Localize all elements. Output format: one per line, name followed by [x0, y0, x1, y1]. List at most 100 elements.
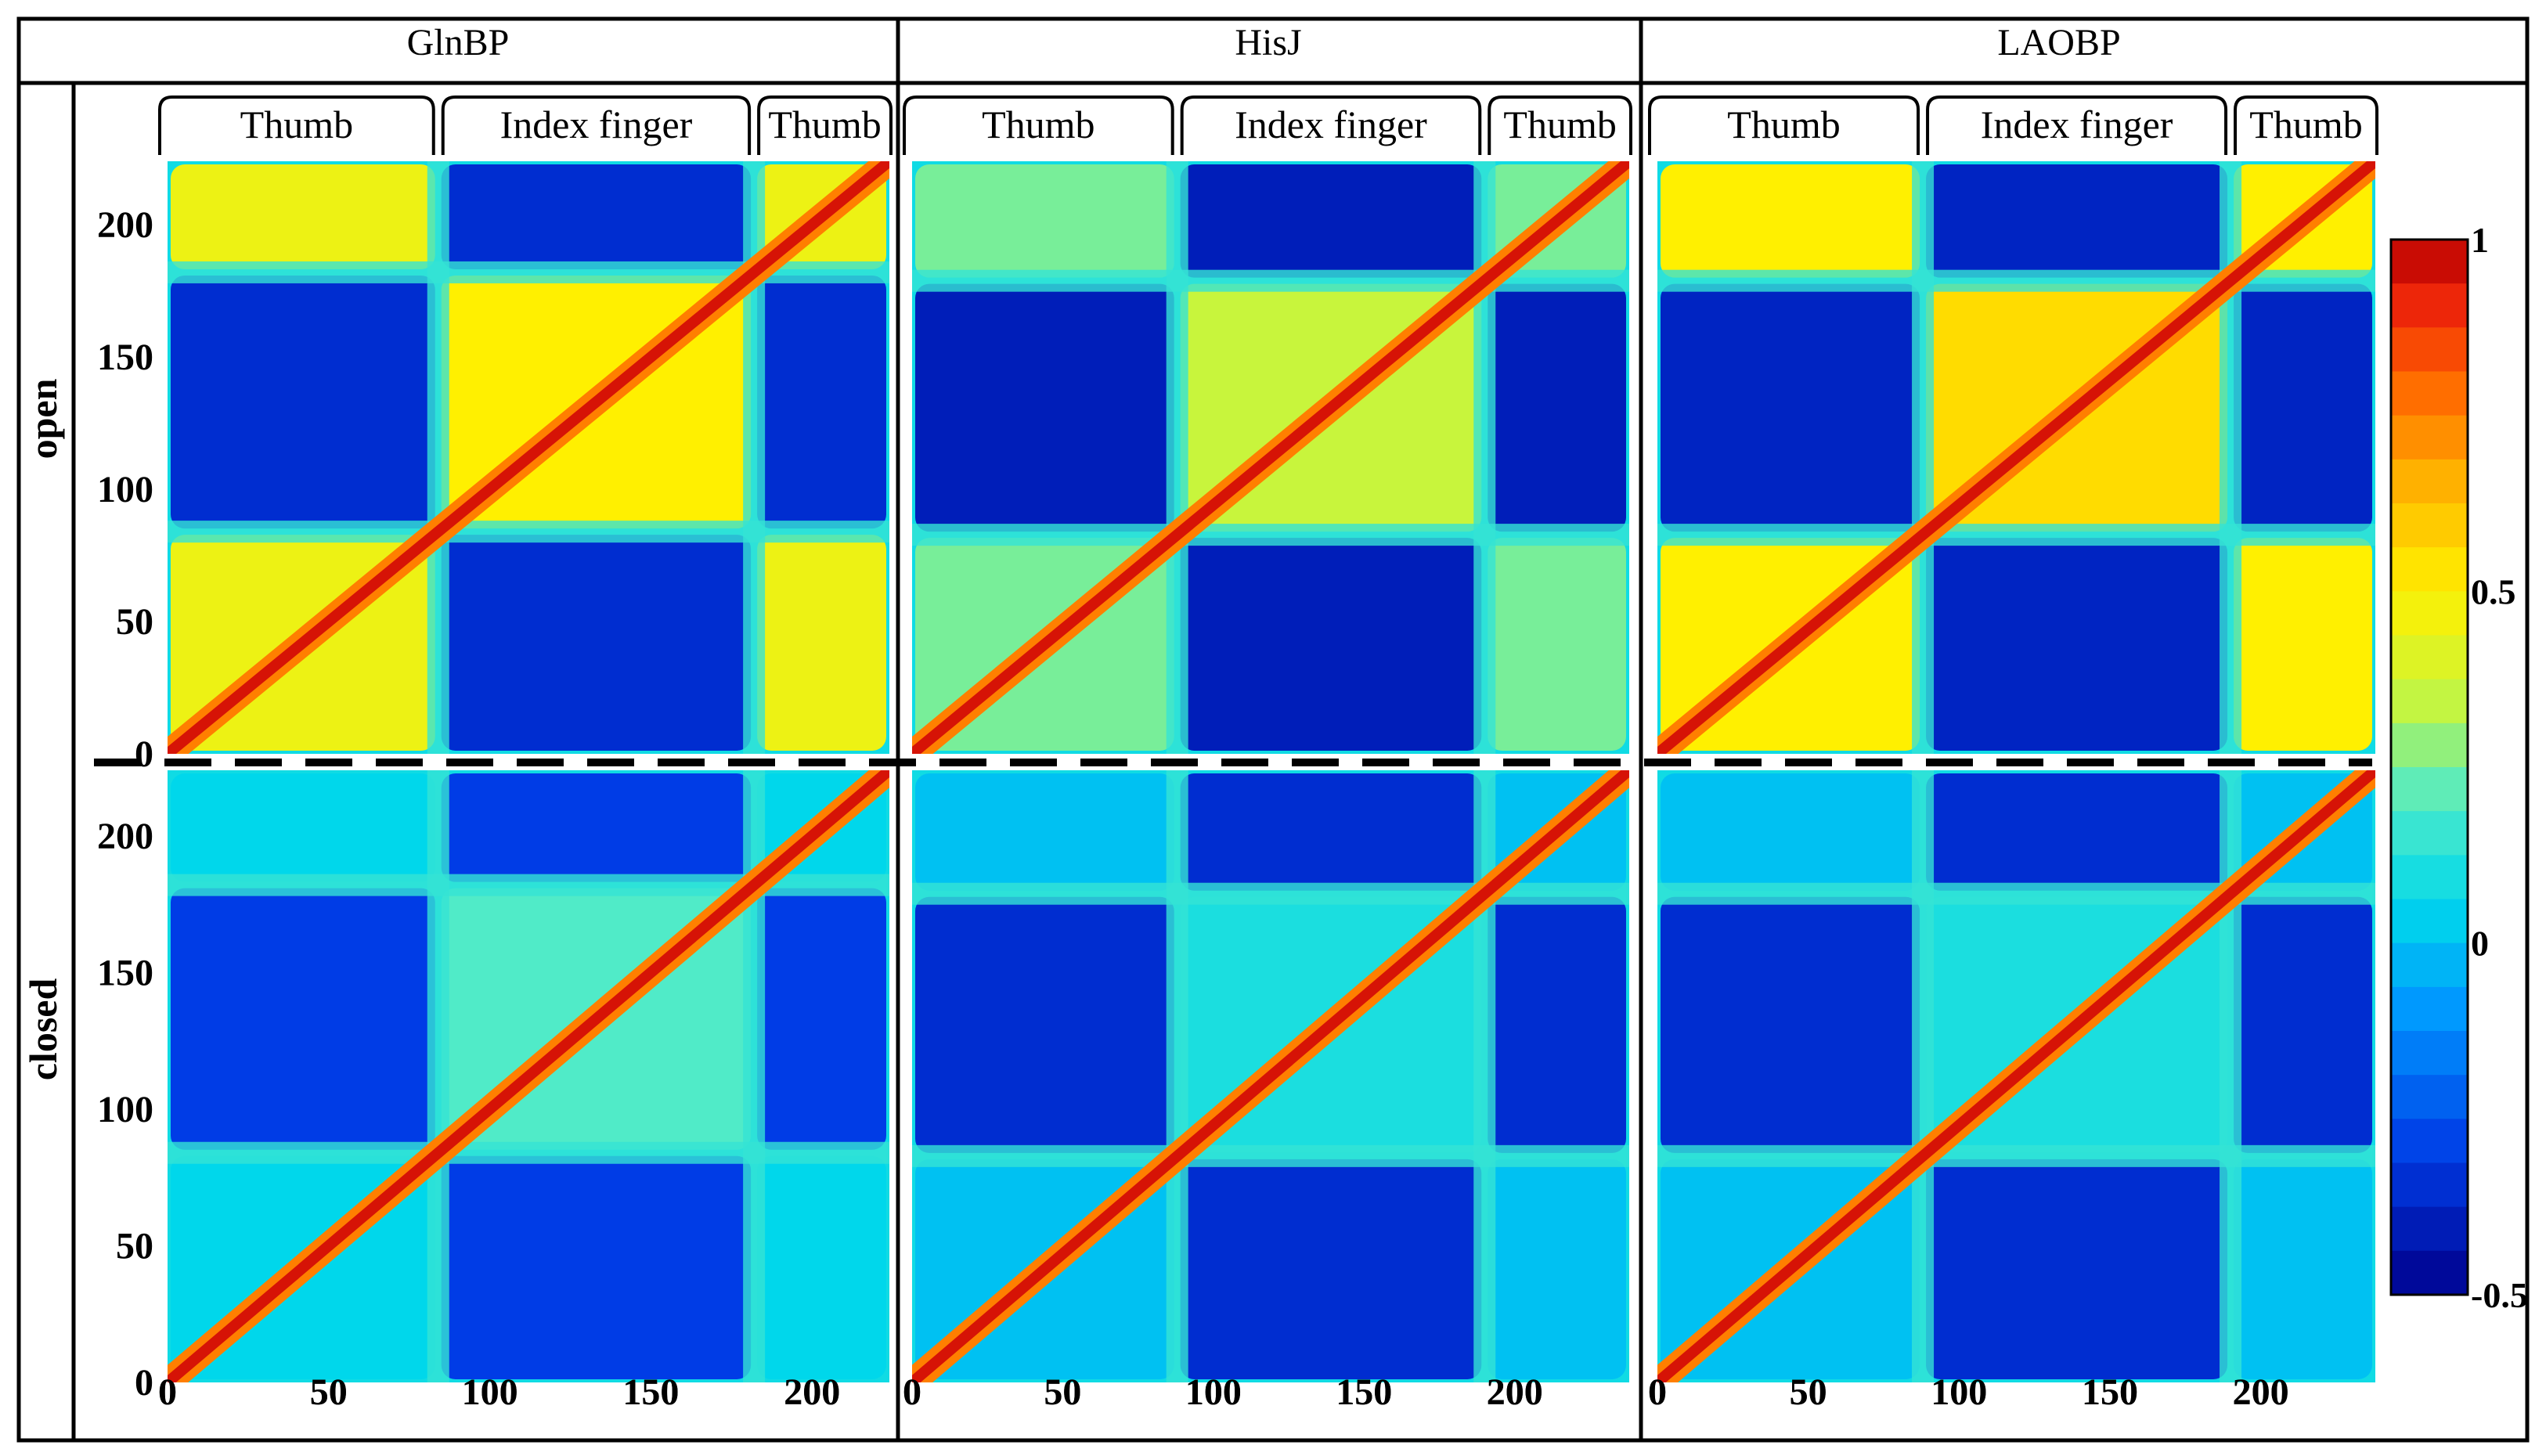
domain-label: Thumb: [2249, 103, 2362, 146]
heatmap-block: [171, 888, 435, 1150]
x-tick-label: 200: [784, 1371, 840, 1413]
heatmap-block: [915, 773, 1174, 891]
colorbar-segment: [2391, 547, 2468, 593]
diagonal-line: [168, 770, 889, 1382]
boundary-band: [1166, 770, 1188, 1382]
heatmap-block: [1180, 1159, 1482, 1379]
domain-label: Thumb: [1727, 103, 1840, 146]
colorbar-segment: [2391, 415, 2468, 460]
x-tick-label: 100: [462, 1371, 518, 1413]
boundary-band: [2220, 161, 2242, 754]
domain-bracket: [441, 96, 752, 155]
domain-label: Thumb: [982, 103, 1094, 146]
heatmap-block: [1180, 538, 1482, 751]
colorbar-segment: [2391, 1075, 2468, 1120]
colorbar-segment: [2391, 811, 2468, 856]
boundary-band: [1657, 1144, 2375, 1167]
domain-label: Thumb: [240, 103, 353, 146]
heatmap-block: [441, 773, 752, 882]
heatmap-glnbp-closed: 0 50 100 150 200: [158, 770, 889, 1413]
boundary-band: [1657, 882, 2375, 905]
boundary-band: [1166, 161, 1188, 754]
x-tick-label: 150: [2082, 1371, 2138, 1413]
domain-label: Index finger: [1981, 103, 2173, 146]
boundary-band: [427, 161, 449, 754]
diagonal-line: [1657, 770, 2375, 1382]
colorbar-segment: [2391, 986, 2468, 1032]
y-tick-label: 200: [97, 816, 153, 857]
colorbar-outline: [2389, 238, 2469, 1296]
heatmap-block: [915, 164, 1174, 278]
x-tick-label: 50: [310, 1371, 348, 1413]
heatmap-block: [1661, 283, 1920, 532]
heatmap-block: [2234, 896, 2372, 1153]
heatmap-block: [1661, 773, 1920, 891]
heatmap-block: [171, 773, 435, 882]
y-tick-label: 50: [116, 601, 153, 643]
boundary-band: [1473, 161, 1496, 754]
row-label-closed: closed: [21, 978, 65, 1081]
heatmap-block: [1488, 283, 1626, 532]
y-tick-label: 100: [97, 1089, 153, 1130]
diagonal-line: [168, 161, 889, 754]
column-title-laobp: LAOBP: [1997, 22, 2120, 63]
heatmap-laobp-open: 0 50 100 150 200: [1648, 161, 2375, 1413]
domain-label: Index finger: [500, 103, 693, 146]
heatmap-block: [1926, 773, 2228, 891]
colorbar-segment: [2391, 1031, 2468, 1076]
boundary-band: [912, 524, 1629, 546]
colorbar-segment: [2391, 679, 2468, 724]
heatmap-block: [1180, 164, 1482, 278]
colorbar-tick-label: 1: [2471, 220, 2489, 260]
heatmap-panels: 0 50 100 150 200 0 50 100 150 200 0 50 100 150 200 0 50 1…: [97, 96, 2378, 1413]
colorbar-segment: [2391, 591, 2468, 636]
colorbar: 1 0.5 0 -0.5: [2389, 220, 2528, 1315]
boundary-band: [1912, 770, 1935, 1382]
x-tick-label: 50: [1790, 1371, 1827, 1413]
column-title-glnbp: GlnBP: [407, 22, 510, 63]
x-tick-label: 50: [1044, 1371, 1081, 1413]
heatmap-block: [171, 164, 435, 269]
y-tick-label: 150: [97, 952, 153, 993]
boundary-band: [168, 521, 889, 543]
colorbar-segment: [2391, 240, 2468, 285]
y-tick-label: 100: [97, 469, 153, 510]
colorbar-tick-label: 0.5: [2471, 571, 2516, 611]
colorbar-segment: [2391, 1162, 2468, 1208]
domain-bracket: [1648, 96, 1920, 155]
heatmap-hisj-closed: 0 50 100 150 200: [903, 770, 1629, 1413]
colorbar-segment: [2391, 1250, 2468, 1296]
domain-brackets-laobp: Thumb Index finger Thumb: [1648, 96, 2378, 155]
heatmap-block: [441, 1155, 752, 1379]
heatmap-block: [1661, 896, 1920, 1153]
domain-bracket: [903, 96, 1174, 155]
x-tick-label: 100: [1185, 1371, 1242, 1413]
heatmap-hisj-open: 0 50 100 150 200: [903, 161, 1629, 1413]
x-tick-label: 0: [158, 1371, 177, 1413]
colorbar-segment: [2391, 459, 2468, 504]
x-tick-label: 200: [1487, 1371, 1543, 1413]
domain-bracket: [1180, 96, 1482, 155]
heatmap-block: [1926, 538, 2228, 751]
domain-brackets-hisj: Thumb Index finger Thumb: [903, 96, 1632, 155]
colorbar-segment: [2391, 1119, 2468, 1164]
heatmap-block: [1926, 1159, 2228, 1379]
x-tick-label: 150: [1336, 1371, 1392, 1413]
y-tick-label: 0: [135, 1362, 153, 1404]
colorbar-segment: [2391, 767, 2468, 813]
y-tick-label: 50: [116, 1225, 153, 1267]
boundary-band: [1473, 770, 1496, 1382]
y-tick-label: 0: [135, 733, 153, 775]
boundary-band: [1657, 524, 2375, 546]
row-label-open: open: [21, 378, 65, 459]
colorbar-segment: [2391, 1206, 2468, 1252]
colorbar-segment: [2391, 855, 2468, 900]
heatmap-block: [1180, 773, 1482, 891]
boundary-band: [1912, 161, 1935, 754]
domain-bracket: [1926, 96, 2228, 155]
domain-bracket: [1488, 96, 1632, 155]
boundary-band: [1657, 269, 2375, 292]
domain-bracket: [2234, 96, 2378, 155]
colorbar-segment: [2391, 723, 2468, 768]
